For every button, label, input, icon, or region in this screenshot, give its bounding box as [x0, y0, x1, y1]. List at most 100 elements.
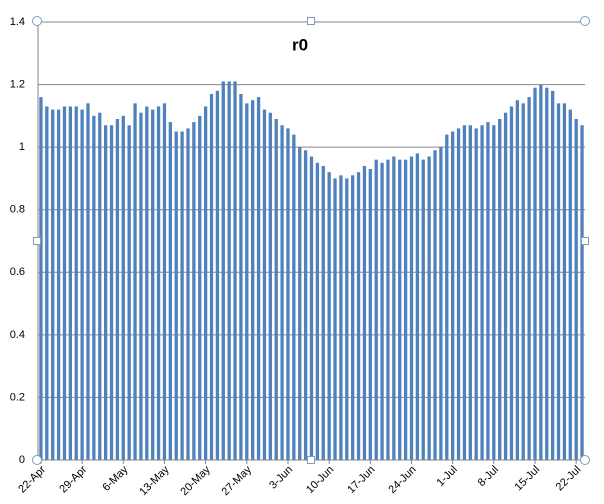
bar — [233, 81, 237, 460]
bar — [245, 103, 249, 460]
bar — [339, 175, 343, 461]
bar — [562, 103, 567, 460]
bar — [115, 118, 120, 460]
bar — [474, 128, 478, 460]
bar — [256, 97, 261, 460]
bar — [68, 106, 72, 460]
bar — [180, 131, 184, 460]
bar — [492, 125, 496, 460]
bar — [368, 169, 372, 461]
bar — [303, 150, 308, 460]
resize-handle — [307, 17, 315, 25]
bar — [239, 93, 243, 460]
bar — [539, 84, 543, 461]
resize-handle — [580, 455, 590, 465]
bar — [121, 115, 125, 460]
bar — [439, 147, 443, 460]
bar — [362, 165, 367, 460]
bar — [374, 159, 378, 460]
bar — [356, 172, 361, 460]
bar — [192, 122, 196, 460]
bar — [86, 103, 90, 460]
bar — [209, 93, 214, 460]
chart-title: r0 — [292, 35, 308, 54]
bar — [298, 147, 302, 460]
bar — [186, 128, 190, 460]
bar — [51, 109, 55, 460]
bar — [545, 87, 549, 460]
bar — [533, 87, 537, 460]
bar — [268, 112, 272, 460]
bar — [333, 178, 337, 460]
bar — [221, 81, 225, 460]
y-tick-label: 1.4 — [10, 16, 25, 28]
bar — [580, 125, 584, 460]
bar — [145, 106, 149, 460]
bar — [156, 106, 161, 460]
bar — [321, 165, 325, 460]
bar — [45, 106, 49, 460]
bar — [445, 134, 449, 460]
bar — [386, 159, 390, 460]
bar — [403, 159, 408, 460]
bar — [203, 106, 208, 460]
bar — [151, 109, 155, 460]
y-tick-label: 0.6 — [10, 266, 25, 278]
bar — [451, 131, 455, 460]
bar — [351, 175, 355, 461]
bar — [421, 159, 425, 460]
y-tick-label: 0 — [19, 454, 25, 466]
bar — [480, 125, 484, 460]
bar — [198, 115, 202, 460]
bar — [103, 125, 108, 460]
bar — [62, 106, 67, 460]
bar — [427, 156, 431, 460]
bar — [486, 122, 490, 460]
resize-handle — [32, 16, 42, 26]
bar — [556, 103, 561, 460]
resize-handle — [32, 455, 42, 465]
bar — [415, 153, 420, 460]
bar — [227, 81, 231, 460]
bar — [98, 112, 102, 460]
bar — [133, 103, 137, 460]
bar — [92, 115, 96, 460]
bar — [309, 156, 314, 460]
bar — [398, 159, 402, 460]
y-tick-label: 0.2 — [10, 391, 25, 403]
bar — [286, 128, 290, 460]
y-tick-label: 1.2 — [10, 78, 25, 90]
bar — [80, 109, 84, 460]
bar — [74, 106, 78, 460]
bar — [568, 109, 572, 460]
bar — [215, 90, 220, 460]
bar — [315, 162, 320, 461]
bar — [162, 103, 167, 460]
bar — [509, 106, 514, 460]
resize-handle — [307, 456, 315, 464]
bar — [574, 118, 578, 460]
y-tick-label: 1 — [19, 141, 25, 153]
bar — [515, 100, 520, 460]
bar — [56, 109, 61, 460]
bar — [109, 125, 114, 460]
bar — [39, 97, 43, 460]
bar — [527, 97, 531, 460]
bar — [462, 125, 467, 460]
bar — [280, 125, 284, 460]
bar — [409, 156, 414, 460]
y-tick-label: 0.8 — [10, 204, 25, 216]
bar — [392, 156, 396, 460]
bar — [456, 128, 461, 460]
bar — [551, 90, 555, 460]
resize-handle — [580, 16, 590, 26]
bar — [345, 178, 349, 460]
bar — [251, 100, 255, 460]
bar — [127, 125, 131, 460]
bar — [468, 125, 472, 460]
bar — [503, 112, 508, 460]
bar — [168, 122, 172, 460]
bar — [327, 172, 331, 460]
